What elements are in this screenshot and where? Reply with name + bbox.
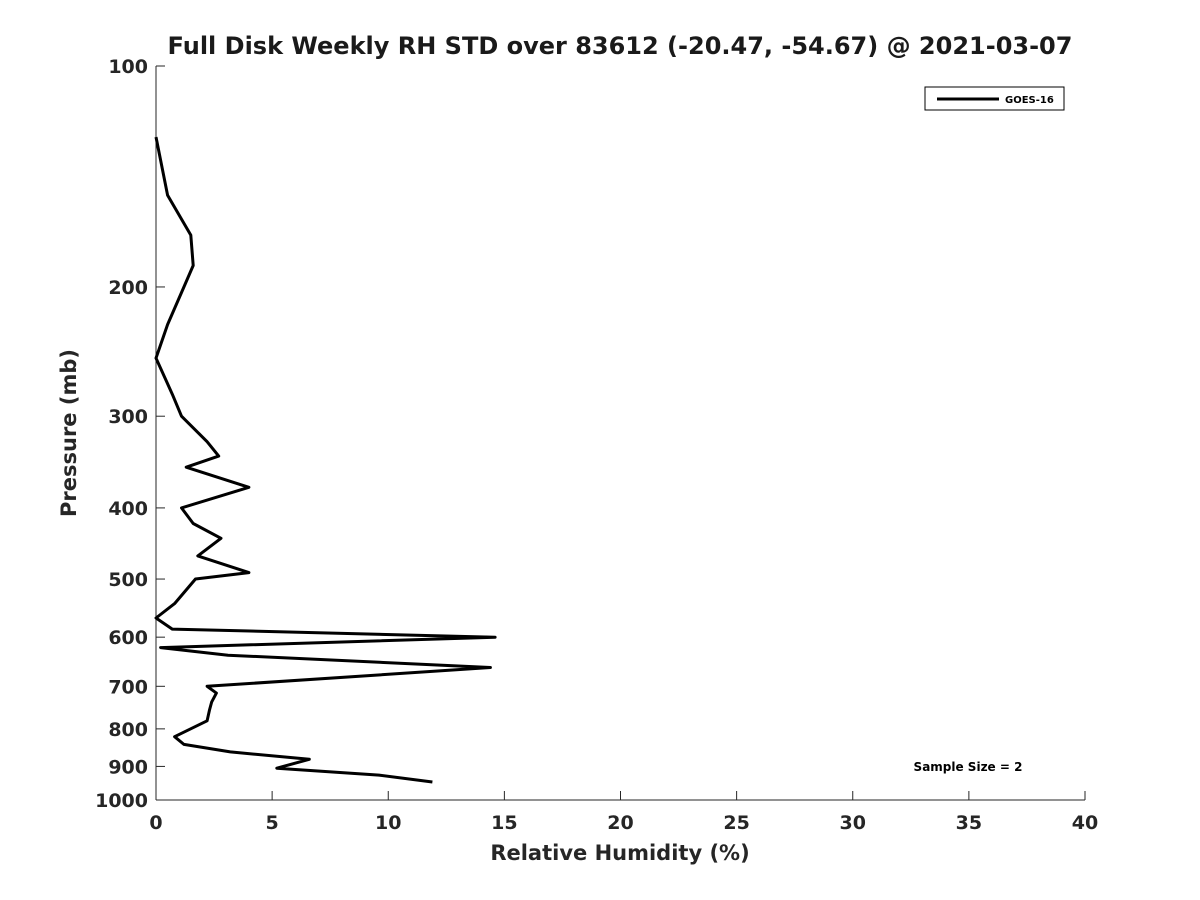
- y-tick-label: 500: [108, 569, 148, 591]
- y-axis-label: Pressure (mb): [57, 349, 81, 517]
- y-tick-label: 100: [108, 56, 148, 78]
- y-ticks: 100 200 300 400 500 600 700 800 900 1000: [95, 56, 165, 812]
- sample-size-annotation: Sample Size = 2: [914, 760, 1023, 774]
- chart-title: Full Disk Weekly RH STD over 83612 (-20.…: [168, 32, 1073, 60]
- x-tick-label: 35: [956, 812, 982, 834]
- x-axis-label: Relative Humidity (%): [490, 841, 749, 865]
- x-tick-label: 5: [266, 812, 279, 834]
- series-line-goes-16: [154, 136, 497, 784]
- y-tick-label: 1000: [95, 790, 148, 812]
- series-group: [154, 136, 497, 784]
- x-ticks: 0 5 10 15 20 25 30 35 40: [149, 791, 1098, 834]
- plot-area: 0 5 10 15 20 25 30 35 40 100 200 300 400 500 600 700 80…: [95, 56, 1098, 834]
- x-tick-label: 0: [149, 812, 162, 834]
- y-tick-label: 400: [108, 498, 148, 520]
- y-tick-label: 700: [108, 676, 148, 698]
- x-tick-label: 20: [607, 812, 633, 834]
- x-tick-label: 25: [723, 812, 749, 834]
- y-tick-label: 800: [108, 719, 148, 741]
- legend: GOES-16: [924, 86, 1065, 111]
- x-tick-label: 15: [491, 812, 517, 834]
- x-tick-label: 10: [375, 812, 401, 834]
- legend-label-goes-16: GOES-16: [1005, 95, 1054, 106]
- y-tick-label: 300: [108, 406, 148, 428]
- x-tick-label: 40: [1072, 812, 1098, 834]
- y-tick-label: 600: [108, 627, 148, 649]
- x-tick-label: 30: [840, 812, 866, 834]
- y-tick-label: 900: [108, 756, 148, 778]
- y-tick-label: 200: [108, 277, 148, 299]
